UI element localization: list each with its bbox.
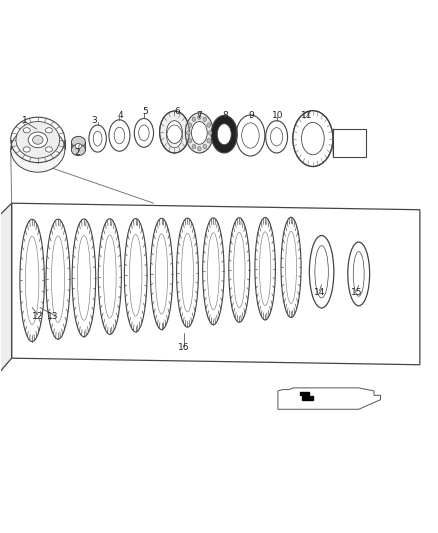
Ellipse shape	[260, 232, 271, 305]
Polygon shape	[0, 203, 12, 374]
Ellipse shape	[217, 124, 231, 144]
Ellipse shape	[159, 111, 189, 153]
Ellipse shape	[71, 144, 85, 156]
Ellipse shape	[192, 117, 196, 122]
Ellipse shape	[114, 127, 125, 144]
Text: 11: 11	[300, 111, 312, 120]
Ellipse shape	[185, 113, 213, 153]
Text: 6: 6	[175, 107, 180, 116]
Ellipse shape	[28, 132, 47, 148]
Text: 7: 7	[197, 111, 202, 120]
Text: 14: 14	[314, 288, 325, 297]
Polygon shape	[12, 203, 420, 365]
Ellipse shape	[93, 131, 102, 146]
Ellipse shape	[130, 235, 142, 316]
Text: 1: 1	[22, 116, 28, 125]
Text: 5: 5	[142, 107, 148, 116]
Text: 9: 9	[249, 111, 254, 120]
Polygon shape	[300, 392, 308, 395]
Ellipse shape	[207, 123, 211, 127]
Ellipse shape	[242, 123, 259, 148]
Ellipse shape	[188, 123, 192, 127]
Ellipse shape	[353, 252, 364, 296]
Ellipse shape	[11, 127, 65, 172]
Text: 8: 8	[223, 111, 229, 120]
Ellipse shape	[188, 139, 192, 143]
Text: 12: 12	[32, 312, 43, 321]
Text: 2: 2	[74, 149, 80, 157]
Text: 3: 3	[92, 116, 97, 125]
Ellipse shape	[103, 235, 116, 318]
Polygon shape	[278, 388, 381, 409]
Ellipse shape	[211, 116, 237, 153]
Ellipse shape	[166, 120, 182, 143]
Ellipse shape	[208, 233, 219, 310]
Ellipse shape	[207, 139, 211, 143]
Ellipse shape	[198, 115, 201, 119]
Ellipse shape	[23, 147, 30, 152]
Ellipse shape	[271, 128, 283, 146]
Ellipse shape	[46, 128, 53, 133]
Text: 15: 15	[351, 288, 362, 297]
Ellipse shape	[32, 135, 43, 144]
Ellipse shape	[286, 231, 297, 303]
Ellipse shape	[301, 123, 324, 155]
Ellipse shape	[315, 246, 328, 298]
Ellipse shape	[203, 144, 207, 149]
Ellipse shape	[16, 122, 60, 158]
Text: 4: 4	[118, 111, 124, 120]
Ellipse shape	[208, 131, 212, 135]
Ellipse shape	[198, 147, 201, 151]
Ellipse shape	[78, 236, 90, 320]
Ellipse shape	[155, 234, 168, 314]
Ellipse shape	[25, 237, 39, 325]
Ellipse shape	[191, 122, 207, 144]
Ellipse shape	[203, 117, 207, 122]
Ellipse shape	[51, 236, 65, 322]
Ellipse shape	[192, 144, 196, 149]
Text: 10: 10	[272, 111, 284, 120]
Ellipse shape	[46, 147, 53, 152]
Ellipse shape	[233, 232, 245, 308]
Polygon shape	[302, 396, 313, 400]
Text: 13: 13	[47, 312, 59, 321]
Ellipse shape	[139, 125, 149, 141]
Ellipse shape	[181, 233, 194, 312]
Ellipse shape	[71, 136, 85, 148]
Ellipse shape	[187, 131, 190, 135]
Ellipse shape	[75, 143, 81, 149]
Bar	[333, 129, 366, 157]
Ellipse shape	[23, 128, 30, 133]
Text: 16: 16	[178, 343, 190, 352]
